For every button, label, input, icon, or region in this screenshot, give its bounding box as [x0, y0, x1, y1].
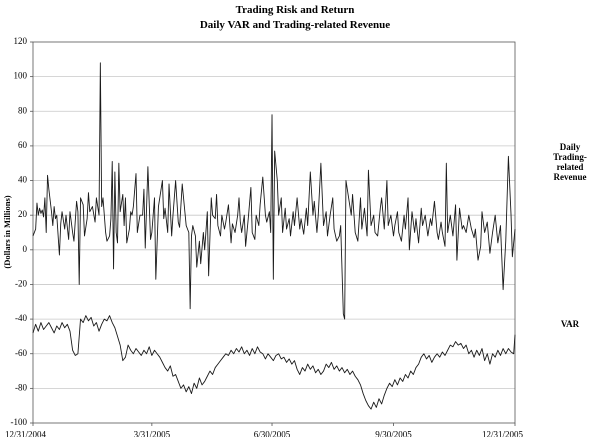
- series-line-revenue: [32, 62, 516, 320]
- series-label-revenue: Daily Trading-related Revenue: [553, 142, 587, 182]
- series-label-line: related: [557, 162, 584, 172]
- y-tick-label: -40: [15, 313, 27, 323]
- y-tick-label: 20: [18, 209, 28, 219]
- y-tick-label: -60: [15, 348, 27, 358]
- x-tick-label: 12/31/2005: [482, 429, 524, 437]
- y-tick-label: 40: [18, 175, 28, 185]
- y-tick-label: 0: [23, 244, 28, 254]
- y-tick-label: -20: [15, 279, 27, 289]
- y-tick-label: 60: [18, 140, 28, 150]
- y-tick-label: 120: [14, 36, 28, 46]
- series-line-var: [32, 315, 516, 410]
- series-labels: Daily Trading-related Revenue VAR: [553, 142, 587, 329]
- y-tick-label: 100: [14, 71, 28, 81]
- y-tick-label: -100: [11, 417, 28, 427]
- series-lines: [32, 62, 516, 410]
- x-tick-label: 9/30/2005: [375, 429, 412, 437]
- x-tick-label: 3/31/2005: [134, 429, 171, 437]
- x-tick-label: 12/31/2004: [5, 429, 47, 437]
- x-tick-label: 6/30/2005: [254, 429, 291, 437]
- series-label-line: Revenue: [554, 172, 587, 182]
- y-axis-ticks: -100 -80 -60 -40 -20 0 20 40 60 80 100 120: [11, 36, 33, 427]
- series-label-line: Trading-: [553, 152, 587, 162]
- chart-title: Trading Risk and Return: [236, 4, 355, 16]
- y-tick-label: -80: [15, 382, 27, 392]
- x-axis-ticks: 12/31/2004 3/31/2005 6/30/2005 9/30/2005 12/…: [5, 423, 523, 437]
- y-tick-label: 80: [18, 105, 28, 115]
- y-axis-label: (Dollars in Millions): [2, 195, 12, 268]
- series-label-line: Daily: [560, 142, 581, 152]
- chart-subtitle: Daily VAR and Trading-related Revenue: [200, 19, 390, 31]
- series-label-var: VAR: [561, 319, 580, 329]
- series-label-line: VAR: [561, 319, 580, 329]
